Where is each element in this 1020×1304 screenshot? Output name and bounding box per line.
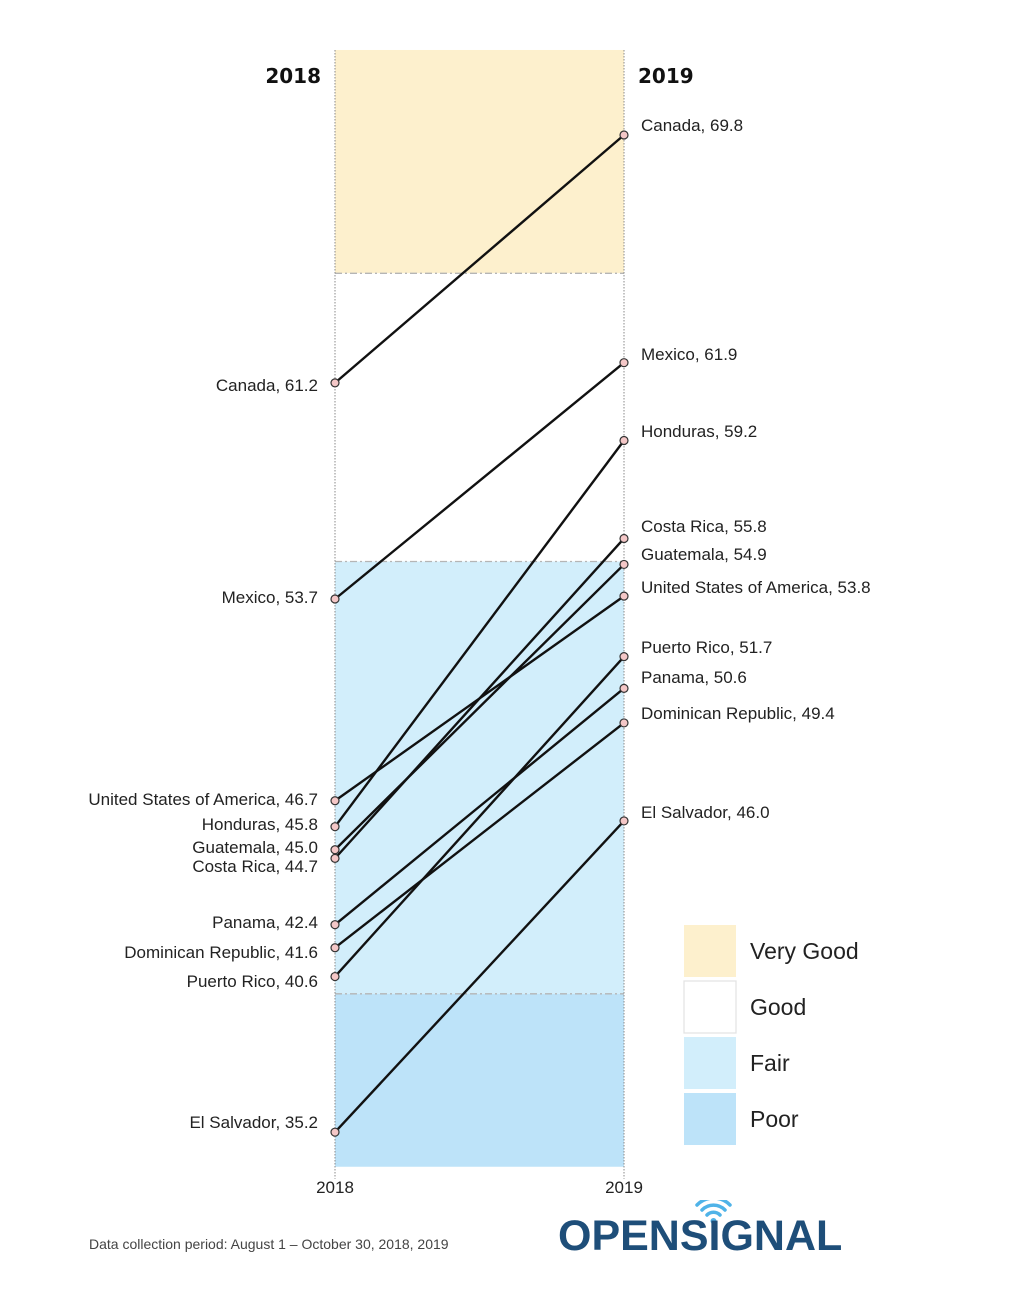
slope-line [334,563,625,851]
data-marker [330,971,340,982]
slope-line [334,820,625,1133]
label-2019: Canada, 69.8 [641,116,743,135]
label-2018: Costa Rica, 44.7 [192,857,318,876]
data-marker [330,594,340,604]
data-marker [330,943,340,953]
data-marker [619,435,629,446]
wifi-signal-icon [695,1200,732,1224]
data-collection-note: Data collection period: August 1 – Octob… [89,1236,449,1252]
logo-text: OPENSIGNAL [558,1212,843,1260]
slope-lines [334,134,625,1133]
data-marker [619,559,629,570]
data-marker [330,796,340,806]
data-marker [330,822,340,832]
year-headers: 2018 2019 [265,64,693,88]
label-2019: Panama, 50.6 [641,668,747,687]
label-2018: Dominican Republic, 41.6 [124,943,318,962]
label-2018: United States of America, 46.7 [88,790,318,809]
label-2018: Puerto Rico, 40.6 [187,972,318,991]
label-2018: Canada, 61.2 [216,376,318,395]
label-2018: Mexico, 53.7 [222,588,318,607]
legend-swatch-very-good [684,925,736,977]
legend-label-very-good: Very Good [750,938,859,964]
data-markers [330,130,629,1137]
header-2019: 2019 [638,64,694,88]
data-marker [619,533,629,544]
data-marker [619,591,629,601]
rating-bands [335,49,624,1167]
x-axis-ticks: 2018 2019 [316,1178,643,1197]
data-marker [330,845,340,855]
band-poor [335,993,624,1167]
label-2018: El Salvador, 35.2 [189,1113,318,1132]
data-marker [619,816,629,826]
axes [334,49,625,1179]
slope-line [334,361,625,600]
label-2019: Guatemala, 54.9 [641,545,767,564]
x-tick-2019: 2019 [605,1178,643,1197]
band-very-good [335,49,624,274]
legend-label-poor: Poor [750,1106,799,1132]
label-2019: Costa Rica, 55.8 [641,517,767,536]
slope-line [334,439,625,828]
legend-swatch-poor [684,1093,736,1145]
legend-swatch-good [683,980,737,1034]
legend: Very Good Good Fair Poor [683,925,859,1145]
label-2018: Guatemala, 45.0 [192,838,318,857]
x-tick-2018: 2018 [316,1178,354,1197]
legend-label-fair: Fair [750,1050,790,1076]
data-marker [619,358,629,368]
legend-swatch-fair [684,1037,736,1089]
slope-line [334,687,625,926]
label-2018: Panama, 42.4 [212,913,318,932]
data-marker [330,920,340,930]
header-2018: 2018 [265,64,321,88]
data-marker [619,130,629,140]
label-2019: El Salvador, 46.0 [641,803,770,822]
slope-line [334,655,625,978]
slope-line [334,721,625,949]
label-2019: Mexico, 61.9 [641,345,737,364]
slope-line [334,595,625,802]
data-marker [619,652,629,662]
label-2019: Honduras, 59.2 [641,422,757,441]
data-marker [619,683,629,693]
data-labels: Canada, 61.2 Canada, 69.8 Mexico, 53.7 Mexi… [88,116,870,1132]
legend-label-good: Good [750,994,806,1020]
label-2018: Honduras, 45.8 [202,815,318,834]
band-good [335,273,624,562]
data-marker [330,1127,340,1137]
data-marker [619,718,629,728]
label-2019: Puerto Rico, 51.7 [641,638,772,657]
data-marker [330,853,340,863]
slope-line [334,134,625,384]
opensignal-logo: OPENSIGNAL [558,1200,858,1260]
data-marker [330,378,340,388]
slope-chart: 2018 2019 Canada, 61.2 Canada, 69.8 Mexico,… [88,49,871,1197]
label-2019: United States of America, 53.8 [641,578,871,597]
label-2019: Dominican Republic, 49.4 [641,704,835,723]
